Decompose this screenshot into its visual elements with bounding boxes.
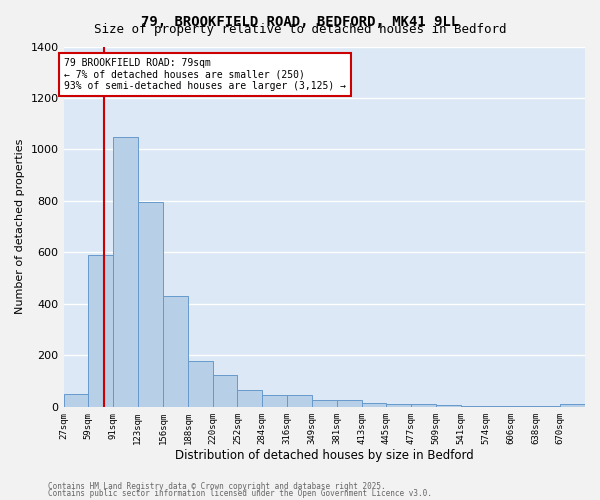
Bar [536, 406, 560, 407]
Text: 79 BROOKFIELD ROAD: 79sqm
← 7% of detached houses are smaller (250)
93% of semi-: 79 BROOKFIELD ROAD: 79sqm ← 7% of detach… [64, 58, 346, 92]
Bar [486, 406, 511, 407]
Text: Contains public sector information licensed under the Open Government Licence v3: Contains public sector information licen… [48, 489, 432, 498]
Bar [461, 406, 486, 407]
Text: 79, BROOKFIELD ROAD, BEDFORD, MK41 9LL: 79, BROOKFIELD ROAD, BEDFORD, MK41 9LL [141, 15, 459, 29]
Bar [163, 296, 188, 407]
Bar [386, 404, 411, 407]
Bar [138, 202, 163, 407]
Bar [511, 406, 536, 407]
Y-axis label: Number of detached properties: Number of detached properties [15, 139, 25, 314]
Bar [64, 394, 88, 407]
Bar [337, 400, 362, 407]
Bar [362, 403, 386, 407]
Bar [88, 255, 113, 407]
Bar [238, 390, 262, 407]
Bar [113, 136, 138, 407]
Bar [312, 400, 337, 407]
Bar [287, 396, 312, 407]
Bar [212, 374, 238, 407]
X-axis label: Distribution of detached houses by size in Bedford: Distribution of detached houses by size … [175, 450, 473, 462]
Text: Size of property relative to detached houses in Bedford: Size of property relative to detached ho… [94, 22, 506, 36]
Bar [560, 404, 585, 407]
Text: Contains HM Land Registry data © Crown copyright and database right 2025.: Contains HM Land Registry data © Crown c… [48, 482, 386, 491]
Bar [411, 404, 436, 407]
Bar [436, 405, 461, 407]
Bar [188, 360, 212, 407]
Bar [262, 396, 287, 407]
